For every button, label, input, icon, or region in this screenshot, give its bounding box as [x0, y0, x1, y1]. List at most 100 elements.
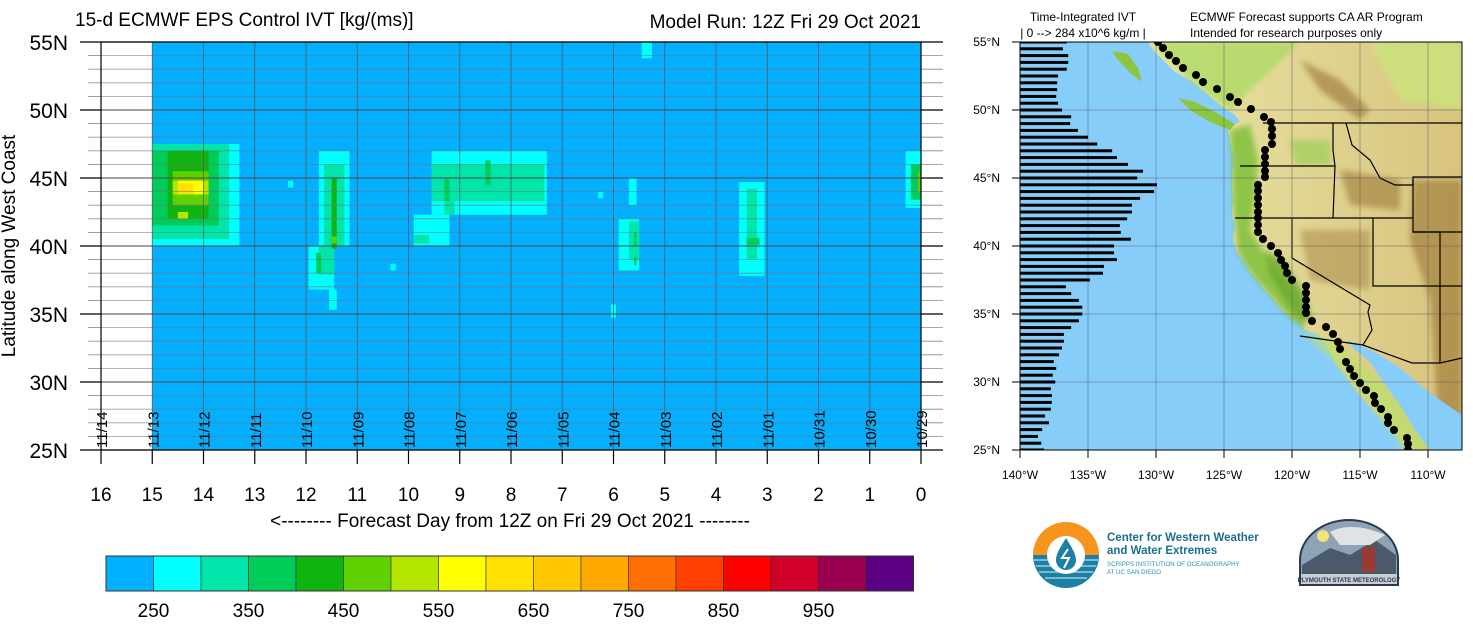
heatmap-cell — [331, 178, 337, 249]
ecmwf-note: ECMWF Forecast supports CA AR Program — [1190, 10, 1423, 24]
x-tick-label: 13 — [244, 485, 265, 506]
vancouver-island — [1178, 98, 1235, 130]
coastal-point-marker — [1346, 365, 1354, 373]
ivt-bar — [1020, 230, 1121, 234]
ivt-bar — [1020, 176, 1138, 180]
heatmap-cell — [177, 212, 189, 219]
ivt-bar — [1020, 448, 1045, 450]
coastal-point-marker — [1384, 413, 1392, 421]
coastal-point-marker — [1261, 153, 1269, 161]
colorbar-swatch — [865, 555, 914, 592]
coastal-point-marker — [1336, 345, 1344, 353]
coastal-point-marker — [1159, 44, 1167, 52]
map-lat-label: 55°N — [973, 35, 1000, 49]
heatmap-cell — [413, 235, 429, 244]
ivt-bar — [1020, 292, 1072, 296]
coastal-point-marker — [1390, 426, 1398, 434]
map-lon-label: 115°W — [1342, 468, 1378, 482]
colorbar: 250 350 450 550 650 750 850 950 — [105, 555, 914, 622]
coastal-point-marker — [1261, 167, 1269, 175]
heatmap-cell — [634, 232, 637, 246]
map-lon-label: 140°W — [1002, 468, 1039, 482]
coastal-point-marker — [1165, 51, 1173, 59]
ivt-bar — [1020, 380, 1056, 384]
plot-frame — [100, 41, 922, 451]
x-tick-label: 11 — [347, 485, 367, 506]
ivt-bar — [1020, 67, 1067, 71]
coastal-point-marker — [1371, 399, 1379, 407]
ivt-bar — [1020, 251, 1115, 255]
y-tick-label: 45N — [29, 168, 68, 191]
ivt-bar — [1020, 264, 1104, 268]
heatmap-cell — [917, 171, 921, 192]
ivt-bar — [1020, 428, 1043, 432]
coastal-point-marker — [1192, 71, 1200, 79]
ivt-bar — [1020, 387, 1051, 391]
coastal-point-marker — [1288, 276, 1296, 284]
ivt-bar — [1020, 115, 1072, 119]
colorbar-swatch — [485, 555, 534, 592]
colorbar-swatch — [818, 555, 867, 592]
coastal-point-marker — [1334, 338, 1342, 346]
coastal-point-marker — [1261, 173, 1269, 181]
ivt-bar — [1020, 346, 1062, 350]
ivt-bar — [1020, 305, 1083, 309]
coastal-point-marker — [1199, 78, 1207, 86]
ivt-bar — [1020, 332, 1064, 336]
map-lon-label: 135°W — [1070, 468, 1107, 482]
colorbar-swatch — [105, 555, 154, 592]
x-tick-label: 1 — [864, 485, 875, 506]
heatmap-cell — [746, 188, 757, 260]
heatmap-cell — [331, 236, 337, 244]
hovmoller-plot: 15-d ECMWF EPS Control IVT [kg/(ms)] Mod… — [0, 10, 943, 532]
ivt-bar — [1020, 258, 1117, 262]
ivt-bar — [1020, 190, 1155, 194]
coastal-point-marker — [1274, 249, 1282, 257]
date-label: 11/13 — [145, 412, 162, 448]
ivt-bars — [1020, 42, 1157, 450]
ivt-bar — [1020, 60, 1069, 64]
y-tick-label: 55N — [29, 32, 68, 55]
coastal-point-marker — [1247, 105, 1255, 113]
date-label: 10/31 — [812, 410, 829, 448]
x-tick-label: 15 — [142, 485, 163, 506]
heatmap-cell — [329, 289, 337, 310]
heatmap-cell — [485, 160, 491, 185]
date-label: 11/11 — [248, 413, 265, 448]
x-tick-label: 10 — [398, 485, 419, 506]
coastal-point-marker — [1268, 132, 1276, 140]
ivt-bar — [1020, 203, 1132, 207]
coastal-point-marker — [1254, 208, 1262, 216]
colorbar-swatch — [343, 555, 392, 592]
heatmap-cell — [598, 191, 604, 199]
ivt-bar — [1020, 94, 1057, 98]
ivt-bar — [1020, 271, 1103, 275]
y-tick-label: 35N — [29, 304, 68, 327]
coastal-point-marker — [1302, 309, 1310, 317]
coastal-point-marker — [1302, 282, 1310, 290]
coastal-point-marker — [1302, 303, 1310, 311]
coastal-point-marker — [1226, 93, 1234, 101]
y-tick-label: 30N — [29, 372, 68, 395]
coastal-point-marker — [1329, 330, 1337, 338]
coastal-point-marker — [1254, 187, 1262, 195]
map-lat-label: 45°N — [973, 171, 1000, 185]
date-label: 10/29 — [914, 410, 931, 448]
colorbar-swatch — [248, 555, 297, 592]
coastal-point-marker — [1172, 57, 1180, 65]
ivt-bar — [1020, 312, 1083, 316]
plymouth-logo-text: PLYMOUTH STATE METEOROLOGY — [1298, 578, 1401, 584]
ivt-bar — [1020, 196, 1141, 200]
x-tick-label: 0 — [916, 485, 927, 506]
date-label: 11/12 — [197, 412, 214, 448]
ivt-bar — [1020, 149, 1113, 153]
ivt-bar — [1020, 47, 1063, 51]
cw3e-name-1: Center for Western Weather — [1107, 532, 1259, 544]
coastal-point-marker — [1308, 317, 1316, 325]
terrain-shading — [1150, 42, 1462, 450]
coastal-point-marker — [1384, 419, 1392, 427]
heatmap-cells — [152, 42, 921, 319]
colorbar-label: 950 — [803, 601, 835, 622]
ivt-bar — [1020, 353, 1060, 357]
